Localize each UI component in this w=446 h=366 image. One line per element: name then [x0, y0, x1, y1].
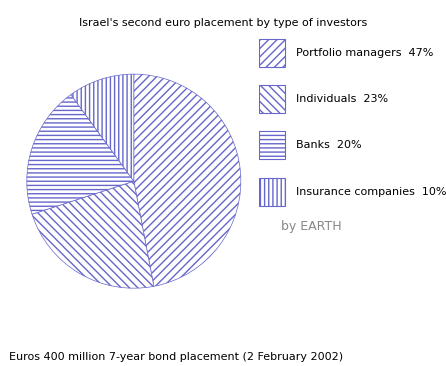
- Text: Portfolio managers  47%: Portfolio managers 47%: [296, 48, 434, 58]
- Wedge shape: [32, 181, 154, 288]
- Text: by EARTH: by EARTH: [281, 220, 342, 234]
- Bar: [259, 85, 285, 113]
- Wedge shape: [27, 94, 134, 214]
- Text: Israel's second euro placement by type of investors: Israel's second euro placement by type o…: [79, 18, 367, 28]
- Text: Individuals  23%: Individuals 23%: [296, 94, 388, 104]
- Bar: [259, 38, 285, 67]
- Text: Banks  20%: Banks 20%: [296, 140, 362, 150]
- Text: Euros 400 million 7-year bond placement (2 February 2002): Euros 400 million 7-year bond placement …: [9, 352, 343, 362]
- Wedge shape: [71, 74, 134, 181]
- Bar: [259, 178, 285, 206]
- Wedge shape: [134, 74, 241, 286]
- Text: Insurance companies  10%: Insurance companies 10%: [296, 187, 446, 197]
- Bar: [259, 131, 285, 159]
